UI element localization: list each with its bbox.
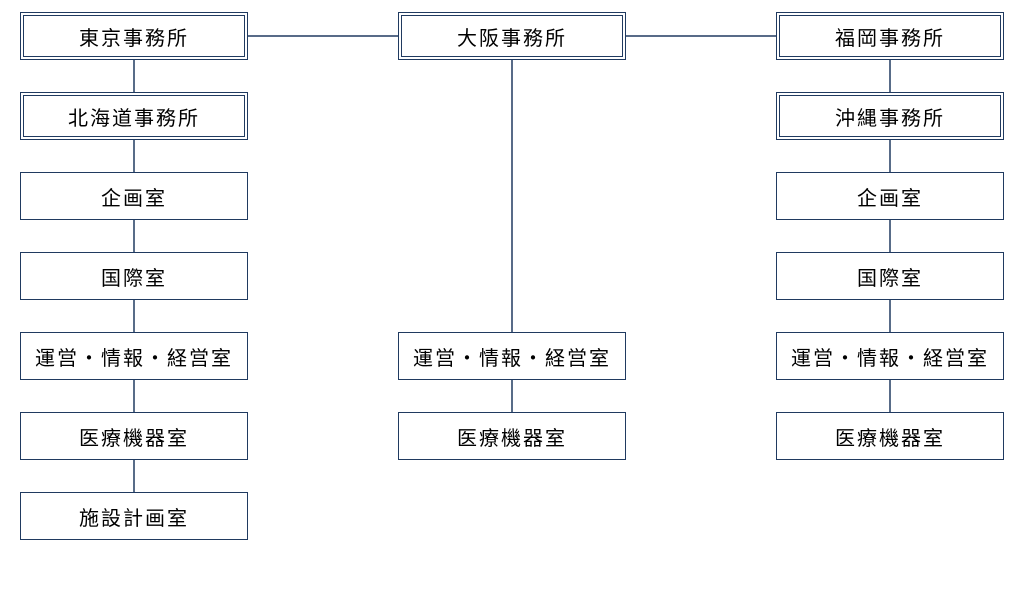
office-node-hokkaido: 北海道事務所 xyxy=(20,92,248,140)
dept-node-r-kokusai: 国際室 xyxy=(776,252,1004,300)
dept-node-r-kikaku: 企画室 xyxy=(776,172,1004,220)
org-chart: 東京事務所 大阪事務所 福岡事務所北海道事務所 沖縄事務所企画室国際室運営・情報・経営… xyxy=(0,0,1024,606)
dept-node-c-unei: 運営・情報・経営室 xyxy=(398,332,626,380)
node-label: 運営・情報・経営室 xyxy=(791,342,989,371)
node-label: 大阪事務所 xyxy=(457,22,567,51)
dept-node-l-iryo: 医療機器室 xyxy=(20,412,248,460)
dept-node-c-iryo: 医療機器室 xyxy=(398,412,626,460)
node-label: 企画室 xyxy=(857,182,923,211)
dept-node-r-iryo: 医療機器室 xyxy=(776,412,1004,460)
office-node-okinawa: 沖縄事務所 xyxy=(776,92,1004,140)
node-label: 福岡事務所 xyxy=(835,22,945,51)
node-label: 企画室 xyxy=(101,182,167,211)
node-label: 国際室 xyxy=(101,262,167,291)
office-node-fukuoka: 福岡事務所 xyxy=(776,12,1004,60)
dept-node-l-kikaku: 企画室 xyxy=(20,172,248,220)
node-label: 運営・情報・経営室 xyxy=(35,342,233,371)
node-label: 運営・情報・経営室 xyxy=(413,342,611,371)
dept-node-r-unei: 運営・情報・経営室 xyxy=(776,332,1004,380)
node-label: 国際室 xyxy=(857,262,923,291)
node-label: 東京事務所 xyxy=(79,22,189,51)
node-label: 北海道事務所 xyxy=(68,102,200,131)
dept-node-l-shisetsu: 施設計画室 xyxy=(20,492,248,540)
node-label: 施設計画室 xyxy=(79,502,189,531)
dept-node-l-unei: 運営・情報・経営室 xyxy=(20,332,248,380)
dept-node-l-kokusai: 国際室 xyxy=(20,252,248,300)
node-label: 医療機器室 xyxy=(79,422,189,451)
node-label: 沖縄事務所 xyxy=(835,102,945,131)
office-node-osaka: 大阪事務所 xyxy=(398,12,626,60)
node-label: 医療機器室 xyxy=(457,422,567,451)
node-label: 医療機器室 xyxy=(835,422,945,451)
office-node-tokyo: 東京事務所 xyxy=(20,12,248,60)
